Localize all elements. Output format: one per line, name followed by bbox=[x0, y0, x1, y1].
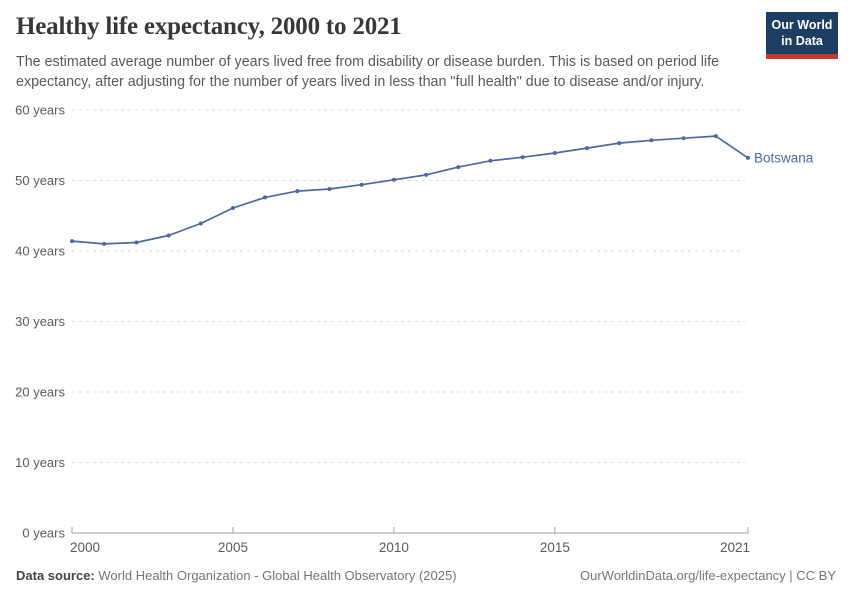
series-end-label[interactable]: Botswana bbox=[754, 150, 814, 165]
chart-footer: Data source: World Health Organization -… bbox=[16, 568, 836, 583]
data-point bbox=[456, 165, 461, 170]
logo-line2: in Data bbox=[781, 34, 823, 49]
footer-datasource: Data source: World Health Organization -… bbox=[16, 568, 457, 583]
data-point bbox=[488, 158, 493, 163]
owid-logo[interactable]: Our World in Data bbox=[766, 12, 838, 59]
data-point bbox=[295, 189, 300, 194]
data-point bbox=[391, 177, 396, 182]
data-point bbox=[681, 136, 686, 141]
logo-line1: Our World bbox=[771, 18, 833, 32]
datasource-label: Data source: bbox=[16, 568, 95, 583]
datasource-value: World Health Organization - Global Healt… bbox=[98, 568, 457, 583]
data-point bbox=[70, 239, 74, 244]
y-axis-tick-label: 10 years bbox=[15, 455, 65, 470]
y-axis-tick-label: 0 years bbox=[22, 526, 65, 541]
data-point bbox=[359, 182, 364, 187]
data-point bbox=[520, 155, 525, 160]
y-axis-tick-label: 50 years bbox=[15, 173, 65, 188]
data-point bbox=[102, 241, 107, 246]
footer-credit[interactable]: OurWorldinData.org/life-expectancy | CC … bbox=[579, 568, 836, 583]
data-point bbox=[713, 134, 718, 139]
y-axis-tick-label: 60 years bbox=[15, 103, 65, 118]
data-point bbox=[552, 151, 557, 155]
x-axis-tick-label: 2005 bbox=[218, 540, 248, 555]
data-point bbox=[166, 233, 171, 238]
y-axis-tick-label: 40 years bbox=[15, 244, 65, 259]
data-point bbox=[424, 172, 429, 177]
x-axis-tick-label: 2015 bbox=[540, 540, 570, 555]
x-axis-tick-label: 2010 bbox=[379, 540, 409, 555]
y-axis-tick-label: 30 years bbox=[15, 314, 65, 329]
data-point bbox=[746, 155, 750, 160]
x-axis-tick-label: 2000 bbox=[70, 540, 100, 555]
data-point bbox=[617, 141, 622, 146]
data-point bbox=[134, 240, 139, 245]
data-point bbox=[649, 138, 654, 143]
data-point bbox=[327, 187, 332, 191]
series-line-botswana bbox=[71, 135, 749, 245]
data-point bbox=[585, 146, 589, 151]
x-axis-tick-label: 2021 bbox=[720, 540, 750, 555]
chart-subtitle: The estimated average number of years li… bbox=[16, 54, 720, 91]
page-title: Healthy life expectancy, 2000 to 2021 bbox=[16, 13, 402, 40]
data-point bbox=[198, 221, 203, 226]
y-axis-tick-label: 20 years bbox=[15, 385, 65, 400]
data-point bbox=[263, 195, 268, 200]
data-point bbox=[231, 206, 235, 210]
